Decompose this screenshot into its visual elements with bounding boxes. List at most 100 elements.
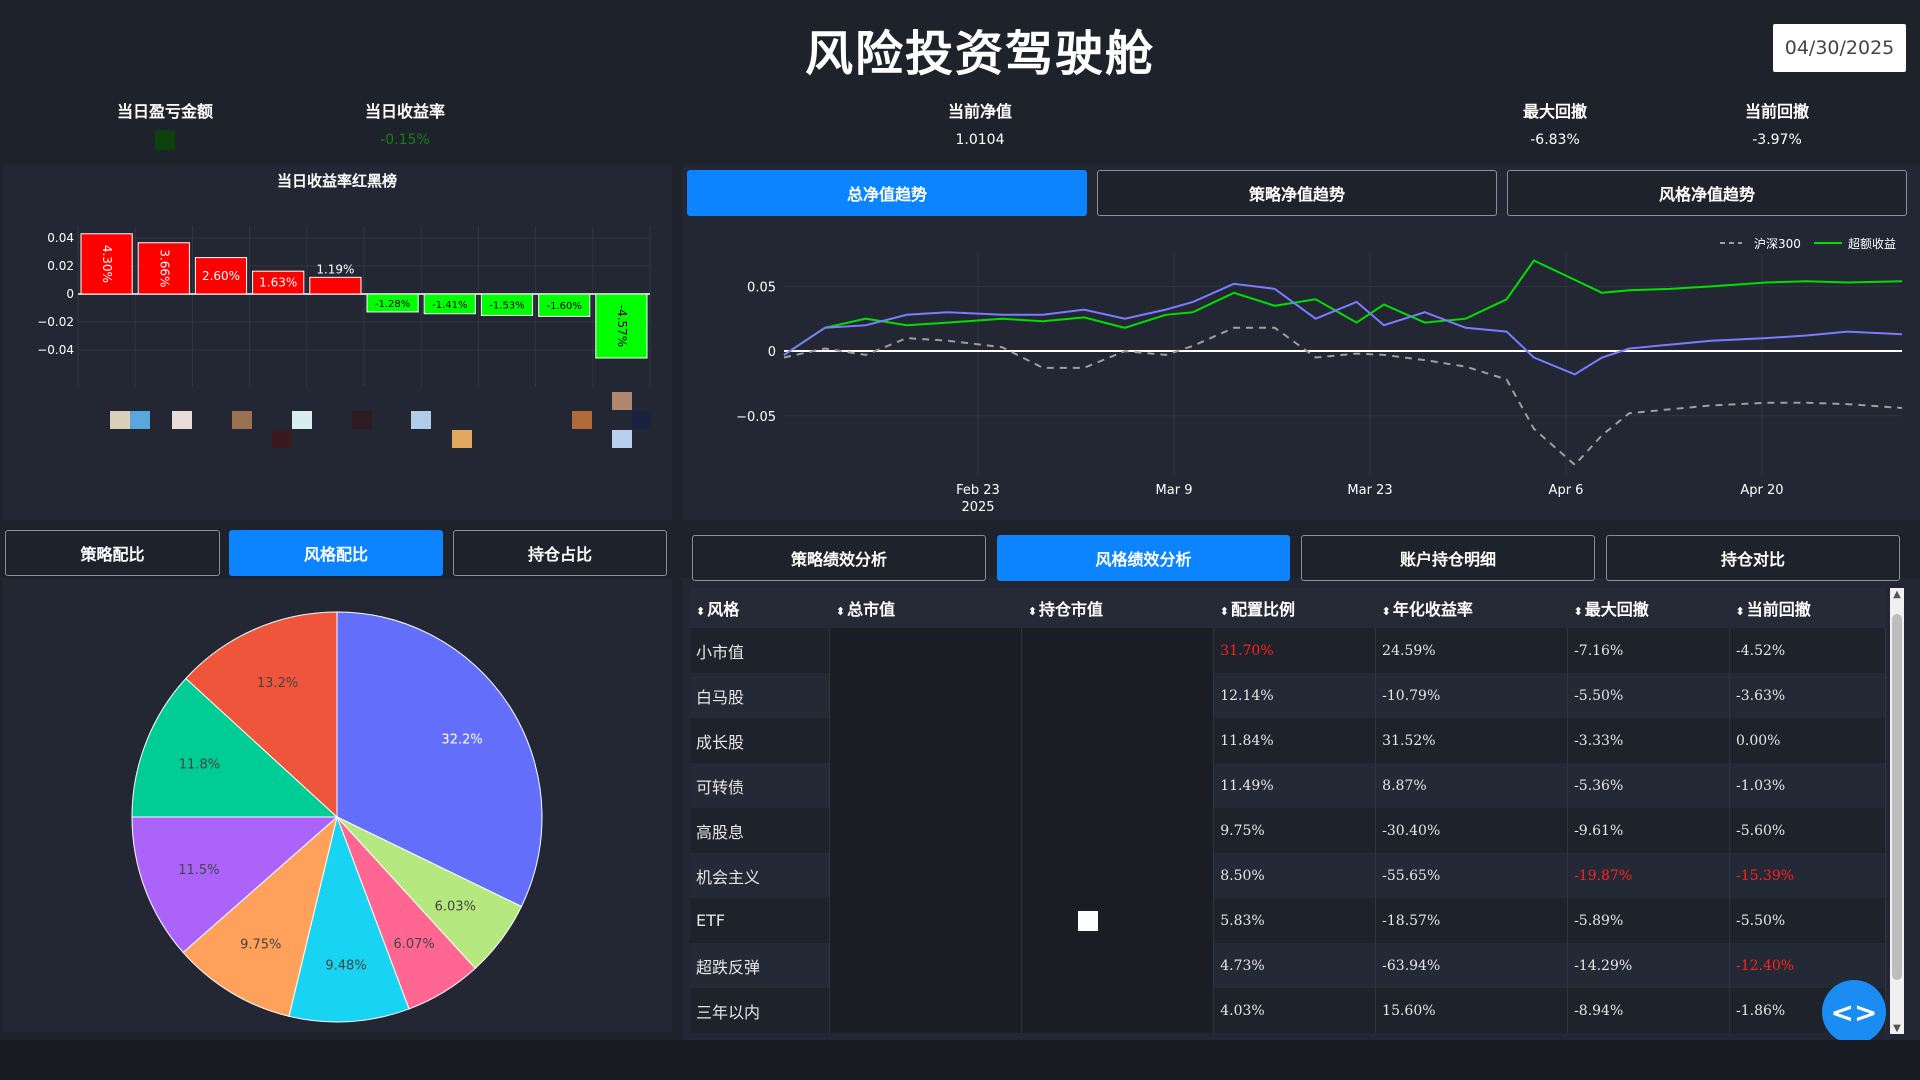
- bar-y-tick-label: −0.04: [37, 343, 74, 357]
- bar[interactable]: [194, 257, 248, 295]
- table-row[interactable]: 可转债 11.49% 8.87% -5.36% -1.03%: [690, 763, 1886, 808]
- tab-style-allocation[interactable]: 风格配比: [229, 530, 443, 576]
- table-row[interactable]: 成长股 11.84% 31.52% -3.33% 0.00%: [690, 718, 1886, 763]
- table-row[interactable]: 白马股 12.14% -10.79% -5.50% -3.63%: [690, 673, 1886, 718]
- table-cell: -5.50%: [1567, 673, 1730, 718]
- bar[interactable]: [252, 270, 305, 295]
- sort-icon[interactable]: ⬍: [1573, 605, 1583, 618]
- sort-icon[interactable]: ⬍: [1027, 605, 1038, 618]
- table-row[interactable]: 小市值 31.70% 24.59% -7.16% -4.52%: [690, 628, 1886, 673]
- table-cell: -1.03%: [1729, 763, 1886, 808]
- pie-slice-label: 6.07%: [393, 937, 434, 952]
- sort-icon[interactable]: ⬍: [1381, 605, 1391, 618]
- table-cell: -3.33%: [1567, 718, 1730, 763]
- bar[interactable]: [366, 293, 419, 313]
- kpi-daily-pnl-label: 当日盈亏金额: [116, 102, 213, 121]
- table-cell: [1021, 763, 1215, 808]
- tab-strategy-performance[interactable]: 策略绩效分析: [692, 535, 986, 581]
- table-cell: [829, 853, 1023, 898]
- table-cell: -5.60%: [1729, 808, 1886, 853]
- checkbox[interactable]: [1078, 910, 1099, 931]
- bar[interactable]: [80, 233, 133, 295]
- table-row[interactable]: 高股息 9.75% -30.40% -9.61% -5.60%: [690, 808, 1886, 853]
- code-icon: <>: [1830, 995, 1878, 1029]
- tab-strategy-allocation[interactable]: 策略配比: [5, 530, 220, 576]
- table-cell: 小市值: [690, 628, 831, 673]
- column-header[interactable]: ⬍ 配置比例: [1213, 588, 1376, 628]
- table-cell: [1021, 718, 1215, 763]
- legend-excess-return[interactable]: 超额收益: [1848, 236, 1896, 251]
- pie-slice[interactable]: [131, 677, 339, 818]
- bar[interactable]: [309, 276, 362, 295]
- tab-total-nav[interactable]: 总净值趋势: [687, 170, 1087, 216]
- bar[interactable]: [137, 242, 190, 295]
- bar-y-tick-label: 0.04: [47, 231, 74, 245]
- bar-value-label: -4.57%: [615, 305, 629, 347]
- scroll-up-icon[interactable]: ▲: [1893, 589, 1901, 600]
- tab-holding-comparison[interactable]: 持仓对比: [1606, 535, 1900, 581]
- bar[interactable]: [538, 293, 591, 317]
- table-cell: 4.03%: [1213, 988, 1377, 1033]
- table-row[interactable]: 超跌反弹 4.73% -63.94% -14.29% -12.40%: [690, 943, 1886, 988]
- bar[interactable]: [423, 293, 476, 315]
- date-picker[interactable]: 04/30/2025: [1773, 24, 1906, 72]
- bar[interactable]: [480, 293, 534, 316]
- line-series-series[interactable]: [783, 259, 1903, 356]
- bar-value-label: 1.63%: [259, 276, 297, 290]
- style-allocation-panel: 32.2% 6.03% 6.07% 9.48% 9.75% 11.5% 11.8% 13.2%: [2, 578, 672, 1032]
- code-toggle-button[interactable]: <>: [1822, 980, 1886, 1044]
- bar-y-tick-label: −0.02: [37, 315, 74, 329]
- sort-icon[interactable]: ⬍: [1735, 605, 1745, 618]
- pie-slice[interactable]: [288, 815, 410, 1023]
- line-legend: 沪深300 超额收益: [1720, 236, 1896, 251]
- column-header[interactable]: ⬍ 当前回撤: [1729, 588, 1886, 628]
- scroll-down-icon[interactable]: ▼: [1893, 1023, 1901, 1034]
- column-header[interactable]: ⬍ 年化收益率: [1375, 588, 1568, 628]
- line-series-series[interactable]: [783, 282, 1903, 376]
- line-x-tick-label: Apr 6: [1549, 483, 1584, 498]
- tab-holding-allocation[interactable]: 持仓占比: [453, 530, 667, 576]
- table-row[interactable]: 三年以内 4.03% 15.60% -8.94% -1.86%: [690, 988, 1886, 1033]
- sort-icon[interactable]: ⬍: [1219, 605, 1229, 618]
- bar-y-tick-label: 0.02: [47, 259, 74, 273]
- column-header[interactable]: ⬍ 总市值: [829, 588, 1022, 628]
- table-cell: 0.00%: [1729, 718, 1886, 763]
- line-y-tick-label: 0.05: [747, 280, 776, 295]
- column-header-label: 当前回撤: [1746, 600, 1811, 619]
- line-x-tick-sublabel: 2025: [961, 500, 994, 515]
- pie-slice-label: 11.5%: [178, 863, 219, 878]
- table-cell: -3.63%: [1729, 673, 1886, 718]
- column-header-label: 最大回撤: [1584, 600, 1649, 619]
- line-x-tick-label: Mar 9: [1156, 483, 1193, 498]
- column-header[interactable]: ⬍ 最大回撤: [1567, 588, 1730, 628]
- tab-strategy-nav[interactable]: 策略净值趋势: [1097, 170, 1497, 216]
- column-header[interactable]: ⬍ 持仓市值: [1021, 588, 1214, 628]
- tab-account-holdings[interactable]: 账户持仓明细: [1301, 535, 1595, 581]
- pie-slice[interactable]: [336, 611, 543, 908]
- pie-slice[interactable]: [131, 816, 339, 954]
- sort-icon[interactable]: ⬍: [696, 605, 706, 618]
- column-header[interactable]: ⬍ 风格: [690, 588, 830, 628]
- bar-value-label: -1.28%: [375, 299, 410, 310]
- sort-icon[interactable]: ⬍: [835, 605, 846, 618]
- table-scroll-thumb[interactable]: [1892, 614, 1902, 980]
- table-row[interactable]: 机会主义 8.50% -55.65% -19.87% -15.39%: [690, 853, 1886, 898]
- table-cell: -4.52%: [1729, 628, 1886, 673]
- pie-slice[interactable]: [185, 611, 338, 819]
- bar-chart-title: 当日收益率红黑榜: [277, 172, 397, 190]
- kpi-nav-value: 1.0104: [955, 132, 1005, 148]
- table-cell: -9.61%: [1567, 808, 1730, 853]
- tab-style-performance[interactable]: 风格绩效分析: [997, 535, 1290, 581]
- line-series-benchmark[interactable]: [783, 326, 1903, 467]
- bar-value-label: 3.66%: [157, 249, 171, 287]
- bar-value-label: 1.19%: [316, 262, 354, 276]
- table-row[interactable]: ETF 5.83% -18.57% -5.89% -5.50%: [690, 898, 1886, 943]
- bar[interactable]: [595, 293, 648, 359]
- legend-hs300[interactable]: 沪深300: [1754, 237, 1801, 251]
- page-title: 风险投资驾驶舱: [804, 26, 1155, 82]
- tab-style-nav[interactable]: 风格净值趋势: [1507, 170, 1907, 216]
- table-cell: -18.57%: [1375, 898, 1569, 943]
- nav-trend-panel: 总净值趋势 策略净值趋势 风格净值趋势 Feb 23 2025 Mar 9 Mar 2…: [682, 164, 1920, 520]
- pie-slice[interactable]: [182, 815, 338, 1017]
- table-cell: 三年以内: [690, 988, 831, 1033]
